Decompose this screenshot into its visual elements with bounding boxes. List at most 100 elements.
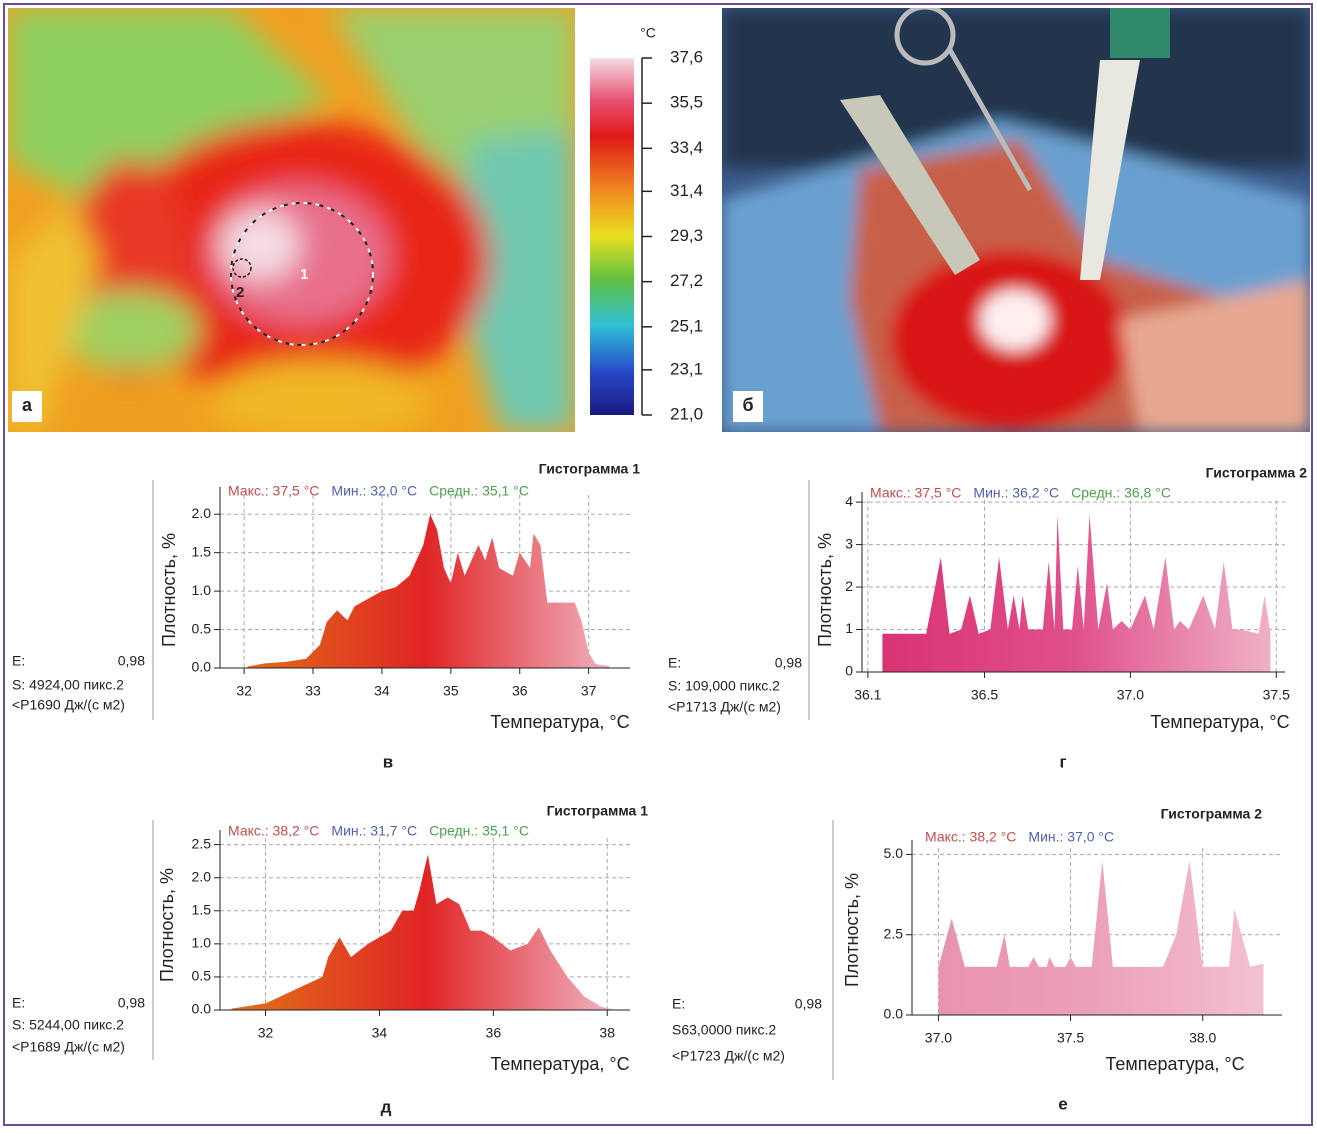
panel-caption: е (1058, 1094, 1067, 1113)
panel-caption: г (1059, 752, 1066, 771)
page: 1 2 а °C б 37,635,533,431,429,327,225,12… (0, 0, 1317, 1134)
y-tick-label: 1 (845, 620, 853, 636)
figure: 1 2 а °C б 37,635,533,431,429,327,225,12… (0, 0, 1317, 1129)
marker-label: 1 (300, 266, 308, 283)
x-tick-label: 36.1 (854, 687, 881, 703)
chart-title: Гистограмма 2 (1206, 465, 1308, 481)
stat-label: Средн.: 36,8 °C (1071, 485, 1171, 501)
y-tick-label: 1.0 (192, 935, 212, 951)
y-tick-label: 1.0 (192, 582, 212, 598)
histogram-area (231, 855, 613, 1010)
y-tick-label: 5.0 (884, 845, 904, 861)
y-tick-label: 1.5 (192, 543, 212, 559)
info-area: S: 4924,00 пикс.2 (12, 677, 124, 693)
panel-label: а (22, 395, 33, 415)
y-tick-label: 2.5 (884, 925, 904, 941)
colorbar-tick-label: 21,0 (670, 404, 703, 423)
info-e-value: 0,98 (775, 655, 802, 671)
x-tick-label: 38 (599, 1025, 615, 1041)
panel-caption: д (381, 1097, 392, 1116)
y-tick-label: 2.0 (192, 505, 212, 521)
x-tick-label: 36 (486, 1025, 502, 1041)
y-axis-label: Плотность, % (157, 868, 177, 982)
histogram-area (938, 861, 1263, 1015)
x-tick-label: 37.5 (1263, 687, 1290, 703)
histogram-chart: 0.0 2.5 5.0 37.0 37.5 38.0 Гистограмма 2 Макс.:… (672, 806, 1282, 1114)
surgery-photo (722, 7, 1310, 432)
thermal-image (8, 8, 575, 440)
y-axis-label: Плотность, % (159, 533, 179, 647)
colorbar-tick-label: 35,5 (670, 93, 703, 112)
y-tick-label: 0.0 (192, 659, 212, 675)
info-e-label: E: (12, 653, 25, 669)
colorbar (590, 58, 634, 415)
colorbar-tick-label: 25,1 (670, 316, 703, 335)
x-axis-label: Температура, °C (490, 1054, 629, 1074)
stat-label: Макс.: 37,5 °C (870, 485, 961, 501)
x-tick-label: 37.5 (1057, 1030, 1084, 1046)
colorbar-tick-label: 37,6 (670, 47, 703, 66)
chart-title: Гистограмма 2 (1161, 806, 1263, 822)
stat-label: Макс.: 38,2 °C (228, 823, 319, 839)
panel-label: б (742, 395, 753, 415)
y-axis-label: Плотность, % (815, 533, 835, 647)
info-e-value: 0,98 (795, 996, 822, 1012)
y-tick-label: 0.5 (192, 620, 212, 636)
stat-label: Мин.: 31,7 °C (331, 823, 417, 839)
info-power: <P1689 Дж/(с м2) (12, 1039, 125, 1055)
info-area: S: 5244,00 пикс.2 (12, 1017, 124, 1033)
histogram-chart: 0.0 0.5 1.0 1.5 2.0 32 33 34 35 36 37 Гистограмма 1… (12, 461, 640, 772)
y-tick-label: 0.0 (884, 1006, 904, 1022)
stat-label: Мин.: 32,0 °C (331, 483, 417, 499)
info-power: <P1723 Дж/(с м2) (672, 1048, 785, 1064)
colorbar-tick-label: 23,1 (670, 359, 703, 378)
histogram-area (882, 515, 1270, 672)
x-tick-label: 32 (258, 1025, 274, 1041)
x-tick-label: 35 (443, 683, 459, 699)
x-tick-label: 37 (581, 683, 597, 699)
y-axis-label: Плотность, % (842, 873, 862, 987)
colorbar-tick-label: 33,4 (670, 138, 703, 157)
stat-label: Средн.: 35,1 °C (429, 823, 529, 839)
info-e-value: 0,98 (118, 995, 145, 1011)
y-tick-label: 0.0 (192, 1001, 212, 1017)
x-tick-label: 36.5 (971, 687, 998, 703)
info-e-label: E: (12, 995, 25, 1011)
stat-label: Макс.: 38,2 °C (925, 829, 1016, 845)
stat-label: Мин.: 36,2 °C (973, 485, 1059, 501)
y-tick-label: 2.0 (192, 868, 212, 884)
chart-title: Гистограмма 1 (547, 803, 649, 819)
info-e-label: E: (668, 655, 681, 671)
info-area: S: 109,000 пикс.2 (668, 678, 780, 694)
y-tick-label: 4 (845, 493, 853, 509)
chart-title: Гистограмма 1 (539, 461, 641, 477)
histogram-chart: 0.0 0.5 1.0 1.5 2.0 2.5 32 34 36 38 Гистограмма 1 М… (12, 803, 648, 1117)
colorbar-tick-label: 31,4 (670, 181, 703, 200)
info-e-value: 0,98 (118, 653, 145, 669)
y-tick-label: 1.5 (192, 901, 212, 917)
x-tick-label: 36 (512, 683, 528, 699)
stat-label: Средн.: 35,1 °C (429, 483, 529, 499)
y-tick-label: 2 (845, 578, 853, 594)
stat-label: Мин.: 37,0 °C (1028, 829, 1114, 845)
histogram-area (248, 514, 610, 668)
panel-caption: в (383, 752, 393, 771)
x-axis-label: Температура, °C (1150, 712, 1289, 732)
x-tick-label: 38.0 (1189, 1030, 1216, 1046)
colorbar-tick-label: 27,2 (670, 271, 703, 290)
y-tick-label: 0.5 (192, 968, 212, 984)
info-power: <P1713 Дж/(с м2) (668, 699, 781, 715)
x-axis-label: Температура, °C (490, 712, 629, 732)
stat-label: Макс.: 37,5 °C (228, 483, 319, 499)
y-tick-label: 0 (845, 663, 853, 679)
marker-label: 2 (236, 284, 244, 301)
x-tick-label: 37.0 (925, 1030, 952, 1046)
y-tick-label: 3 (845, 535, 853, 551)
x-tick-label: 34 (372, 1025, 388, 1041)
colorbar-tick-label: 29,3 (670, 226, 703, 245)
x-tick-label: 33 (305, 683, 321, 699)
x-tick-label: 34 (374, 683, 390, 699)
y-tick-label: 2.5 (192, 835, 212, 851)
x-tick-label: 32 (236, 683, 252, 699)
